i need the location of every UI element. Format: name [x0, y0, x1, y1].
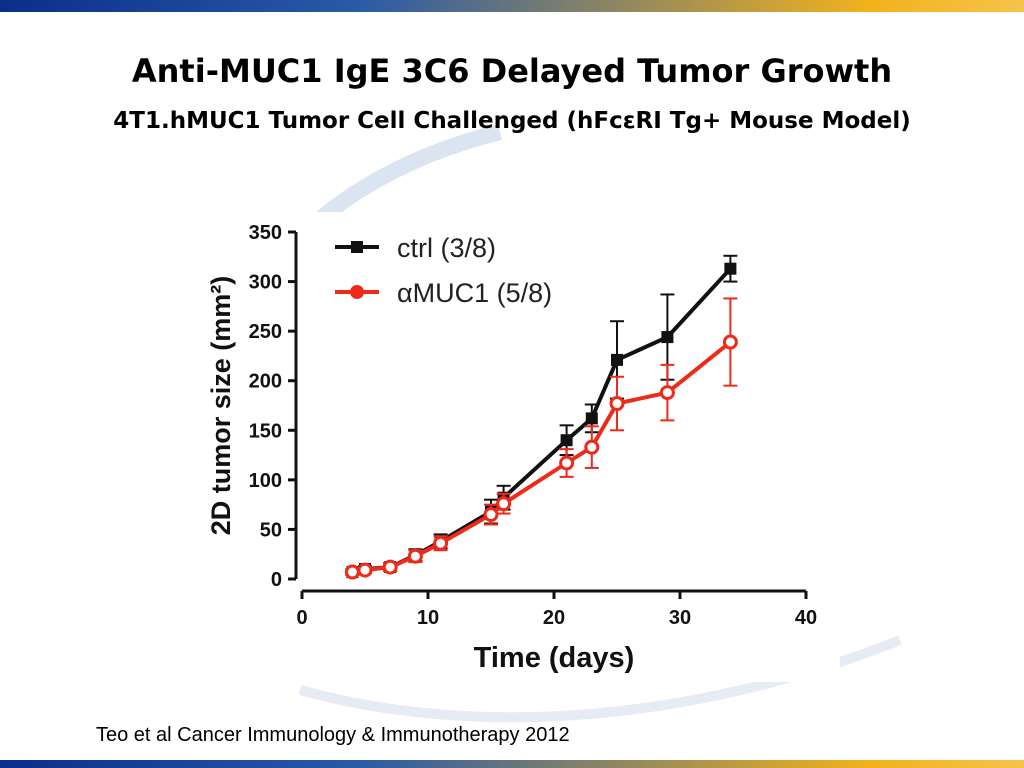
x-tick-label: 0	[296, 607, 307, 629]
series-line	[352, 340, 732, 575]
data-point	[609, 396, 625, 412]
y-tick-label: 350	[249, 222, 282, 244]
y-tick-label: 250	[249, 321, 282, 343]
citation: Teo et al Cancer Immunology & Immunother…	[96, 724, 570, 746]
y-tick-label: 100	[249, 470, 282, 492]
y-tick-label: 50	[260, 519, 282, 541]
chart-axes: 0 50 100 150 200 250 300 350 0 10 20 30 40	[249, 222, 818, 629]
data-point	[584, 439, 600, 455]
data-point	[407, 548, 423, 564]
data-point	[344, 564, 360, 580]
series-amuc1	[344, 297, 738, 580]
data-point	[724, 262, 737, 275]
data-point	[659, 385, 675, 401]
data-point	[559, 455, 575, 471]
data-point	[585, 412, 598, 425]
y-tick-label: 200	[249, 371, 282, 393]
legend-label: ctrl (3/8)	[397, 233, 496, 263]
data-point	[560, 434, 573, 447]
data-point	[722, 334, 738, 350]
x-axis-label: Time (days)	[474, 642, 635, 674]
x-tick-label: 10	[417, 607, 439, 629]
data-point	[483, 507, 499, 523]
legend-marker	[351, 241, 363, 253]
chart-legend: ctrl (3/8) αMUC1 (5/8)	[335, 233, 552, 308]
data-point	[433, 535, 449, 551]
x-tick-label: 30	[669, 607, 691, 629]
y-axis-label: 2D tumor size (mm²)	[206, 276, 236, 536]
x-tick-label: 20	[543, 607, 565, 629]
y-tick-label: 0	[271, 569, 282, 591]
chart-series	[344, 254, 738, 580]
tumor-growth-chart: 0 50 100 150 200 250 300 350 0 10 20 30 40 ctrl (3/8…	[206, 222, 818, 674]
slide-title: Anti-MUC1 IgE 3C6 Delayed Tumor Growth	[131, 52, 893, 90]
y-tick-label: 300	[249, 272, 282, 294]
legend-label: αMUC1 (5/8)	[397, 278, 552, 308]
y-tick-label: 150	[249, 420, 282, 442]
chart-panel	[180, 212, 840, 682]
data-point	[382, 559, 398, 575]
legend-marker	[350, 285, 364, 299]
data-point	[611, 353, 623, 366]
data-point	[357, 562, 373, 578]
data-point	[496, 496, 512, 512]
x-tick-label: 40	[795, 607, 817, 629]
slide-subtitle: 4T1.hMUC1 Tumor Cell Challenged (hFcεRI …	[113, 108, 911, 134]
bottom-color-bar	[0, 760, 1024, 768]
top-color-bar	[0, 0, 1024, 12]
data-point	[661, 331, 674, 344]
